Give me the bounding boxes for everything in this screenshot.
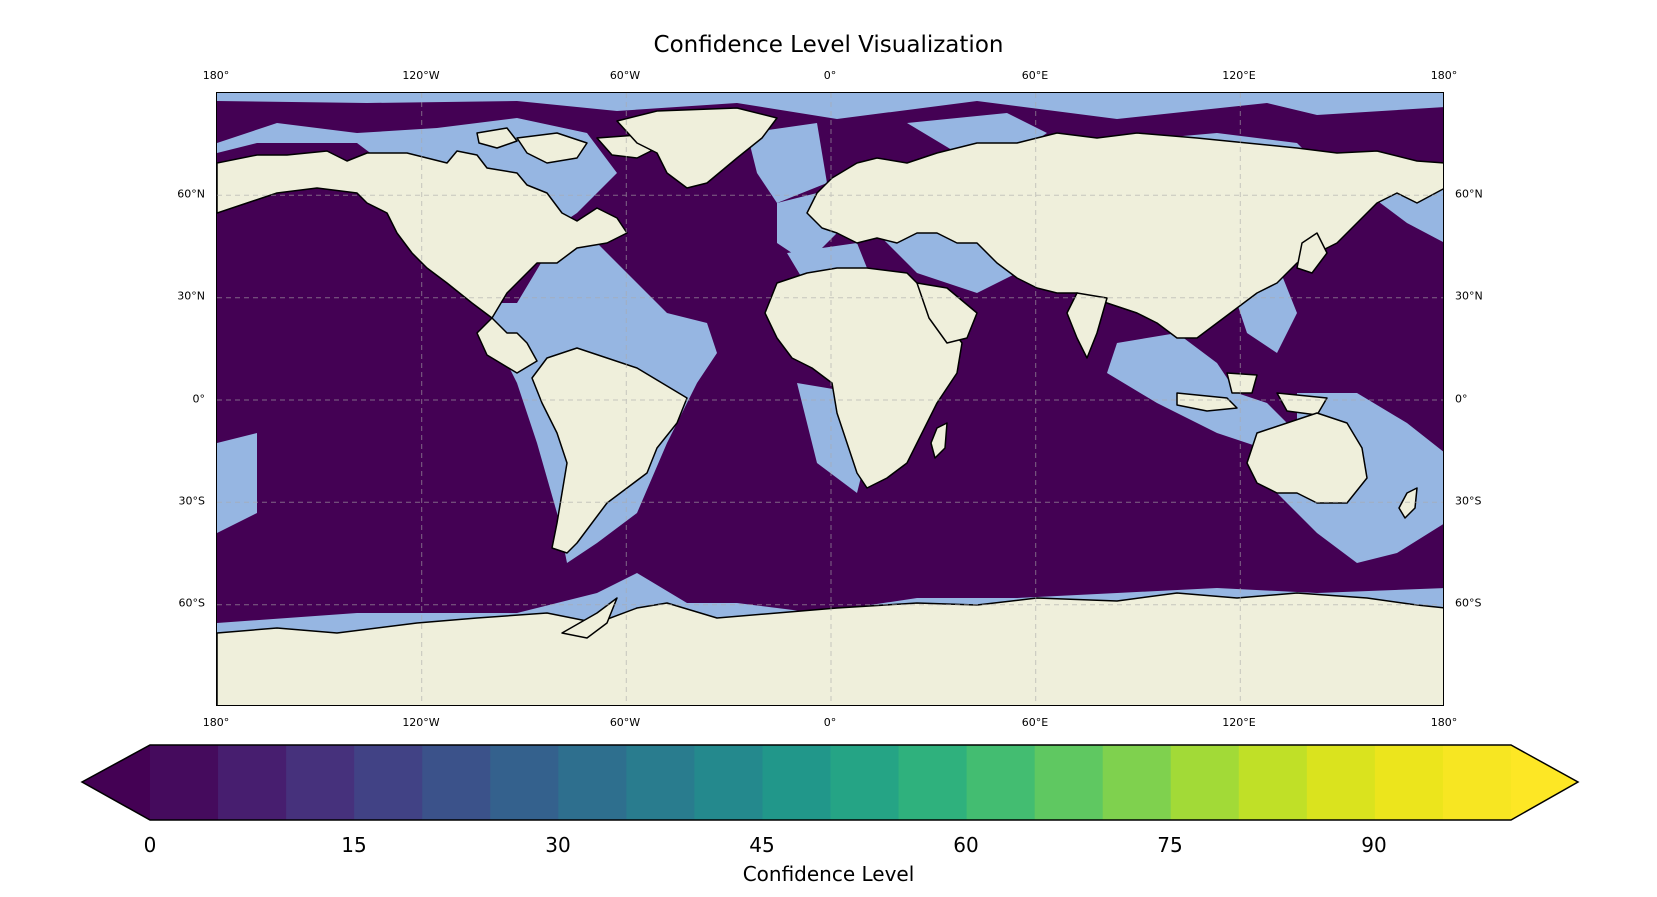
- colorbar-segment: [286, 745, 355, 820]
- colorbar-segment: [966, 745, 1036, 820]
- lon-label-top: 120°E: [1222, 69, 1256, 82]
- lat-label-left: 30°N: [177, 289, 205, 303]
- colorbar-tick-label: 0: [143, 833, 157, 857]
- lon-label-top: 180°: [1430, 69, 1458, 82]
- gridlines: [217, 93, 1443, 705]
- colorbar-segment: [626, 745, 695, 820]
- lon-label-bottom: 180°: [202, 716, 230, 729]
- colorbar-max-extension: [1511, 745, 1578, 820]
- lat-label-left: 30°S: [178, 494, 205, 508]
- lon-label-bottom: 60°W: [609, 716, 641, 729]
- lat-label-right: 30°S: [1455, 494, 1482, 508]
- colorbar-segments: [150, 745, 1512, 820]
- colorbar: [80, 744, 1580, 821]
- colorbar-outline: [80, 744, 1580, 821]
- colorbar-segment: [150, 745, 219, 820]
- lat-label-right: 60°N: [1455, 187, 1483, 201]
- colorbar-tick-label: 15: [341, 833, 367, 857]
- colorbar-segment: [1034, 745, 1104, 820]
- lon-label-bottom: 120°E: [1222, 716, 1256, 729]
- lat-label-left: 60°N: [177, 187, 205, 201]
- colorbar-segment: [1374, 745, 1444, 820]
- world-map: [216, 92, 1444, 706]
- lon-label-bottom: 0°: [823, 716, 837, 729]
- colorbar-tick-label: 60: [953, 833, 979, 857]
- colorbar-segment: [762, 745, 832, 820]
- lon-label-top: 180°: [202, 69, 230, 82]
- lat-label-right: 60°S: [1455, 596, 1482, 610]
- lat-label-left: 0°: [192, 392, 206, 406]
- colorbar-segment: [694, 745, 764, 820]
- colorbar-tick-label: 75: [1157, 833, 1183, 857]
- colorbar-segment: [1238, 745, 1308, 820]
- lon-label-bottom: 60°E: [1021, 716, 1049, 729]
- lon-label-bottom: 180°: [1430, 716, 1458, 729]
- colorbar-segment: [898, 745, 968, 820]
- map-canvas: [217, 93, 1443, 705]
- chart-title: Confidence Level Visualization: [653, 32, 1004, 58]
- colorbar-tick-label: 30: [545, 833, 571, 857]
- colorbar-segment: [830, 745, 900, 820]
- lon-label-top: 60°W: [609, 69, 641, 82]
- land: [217, 107, 1443, 705]
- colorbar-segment: [558, 745, 627, 820]
- lat-label-right: 30°N: [1455, 289, 1483, 303]
- colorbar-tick-label: 45: [749, 833, 775, 857]
- colorbar-segment: [218, 745, 287, 820]
- colorbar-segment: [1170, 745, 1240, 820]
- lat-label-left: 60°S: [178, 596, 205, 610]
- colorbar-segment: [1442, 745, 1512, 820]
- colorbar-segment: [354, 745, 423, 820]
- lon-label-top: 0°: [823, 69, 837, 82]
- colorbar-label: Confidence Level: [742, 862, 915, 886]
- colorbar-tick-label: 90: [1361, 833, 1387, 857]
- colorbar-segment: [422, 745, 491, 820]
- colorbar-segment: [1306, 745, 1376, 820]
- lat-label-right: 0°: [1455, 392, 1468, 406]
- lon-label-bottom: 120°W: [402, 716, 440, 729]
- colorbar-min-extension: [82, 745, 150, 820]
- colorbar-segment: [490, 745, 559, 820]
- lon-label-top: 120°W: [402, 69, 440, 82]
- colorbar-segment: [1102, 745, 1172, 820]
- lon-label-top: 60°E: [1021, 69, 1049, 82]
